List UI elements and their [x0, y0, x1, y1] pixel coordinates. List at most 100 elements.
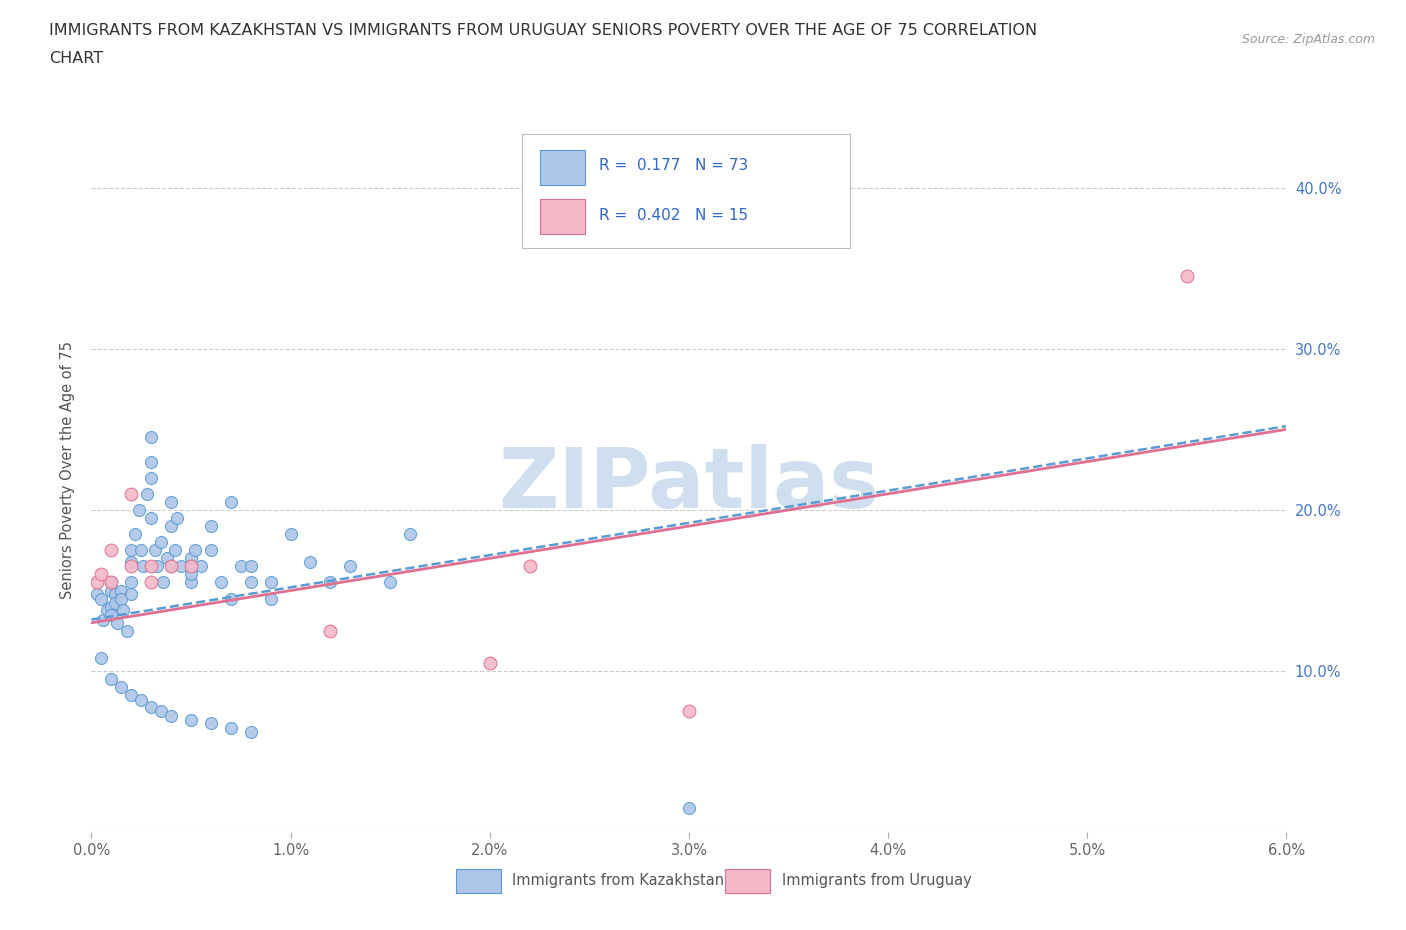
Point [239, 559, 262, 574]
Point [120, 575, 142, 590]
Point [120, 586, 142, 601]
Text: ZIPatlas: ZIPatlas [499, 444, 879, 525]
Point [160, 709, 183, 724]
Point [229, 559, 252, 574]
Point [319, 623, 342, 638]
Point [141, 511, 162, 525]
Point [141, 575, 162, 590]
Point [104, 596, 127, 611]
Point [156, 551, 179, 565]
Text: Immigrants from Kazakhstan: Immigrants from Kazakhstan [512, 873, 724, 888]
Point [110, 583, 132, 598]
Point [160, 519, 183, 534]
Point [105, 616, 128, 631]
Point [200, 543, 222, 558]
Point [86, 575, 108, 590]
Point [96, 603, 118, 618]
Point [141, 430, 162, 445]
Point [239, 575, 262, 590]
Point [219, 495, 242, 510]
Point [259, 575, 281, 590]
Point [678, 801, 700, 816]
Point [339, 559, 361, 574]
Point [1175, 269, 1198, 284]
Point [136, 486, 159, 501]
Point [100, 671, 122, 686]
Point [120, 554, 142, 569]
Point [678, 704, 700, 719]
Point [90, 651, 112, 666]
Point [141, 471, 162, 485]
Point [112, 603, 135, 618]
Point [163, 543, 186, 558]
Text: R =  0.177   N = 73: R = 0.177 N = 73 [599, 158, 748, 173]
Point [378, 575, 402, 590]
Point [166, 511, 188, 525]
Point [104, 586, 127, 601]
Point [299, 554, 322, 569]
Point [141, 559, 162, 574]
FancyBboxPatch shape [522, 134, 851, 248]
Point [120, 688, 142, 703]
Point [180, 567, 202, 582]
Point [141, 454, 162, 469]
Point [110, 680, 132, 695]
Point [120, 486, 142, 501]
Point [100, 575, 122, 590]
Point [219, 591, 242, 606]
FancyBboxPatch shape [456, 870, 502, 893]
Point [150, 535, 173, 550]
Point [90, 567, 112, 582]
Y-axis label: Seniors Poverty Over the Age of 75: Seniors Poverty Over the Age of 75 [60, 340, 76, 599]
Point [110, 591, 132, 606]
Point [209, 575, 232, 590]
Point [184, 543, 207, 558]
Point [152, 575, 174, 590]
Point [146, 559, 169, 574]
Point [478, 656, 501, 671]
FancyBboxPatch shape [540, 199, 585, 234]
Point [100, 583, 122, 598]
Point [180, 559, 202, 574]
Point [180, 575, 202, 590]
FancyBboxPatch shape [540, 150, 585, 184]
Point [239, 725, 262, 740]
Point [129, 543, 152, 558]
Point [259, 591, 281, 606]
Point [180, 712, 202, 727]
Text: IMMIGRANTS FROM KAZAKHSTAN VS IMMIGRANTS FROM URUGUAY SENIORS POVERTY OVER THE A: IMMIGRANTS FROM KAZAKHSTAN VS IMMIGRANTS… [49, 23, 1038, 38]
Point [160, 559, 183, 574]
Text: CHART: CHART [49, 51, 103, 66]
Point [100, 607, 122, 622]
Point [90, 591, 112, 606]
Text: Source: ZipAtlas.com: Source: ZipAtlas.com [1241, 33, 1375, 46]
FancyBboxPatch shape [725, 870, 770, 893]
Point [100, 575, 122, 590]
Point [219, 720, 242, 735]
Point [160, 559, 183, 574]
Point [519, 559, 541, 574]
Point [115, 623, 138, 638]
Text: Immigrants from Uruguay: Immigrants from Uruguay [782, 873, 972, 888]
Point [93, 612, 114, 627]
Point [100, 599, 122, 614]
Point [190, 559, 212, 574]
Point [319, 575, 342, 590]
Point [120, 559, 142, 574]
Point [160, 495, 183, 510]
Point [100, 543, 122, 558]
Text: R =  0.402   N = 15: R = 0.402 N = 15 [599, 207, 748, 222]
Point [128, 502, 150, 517]
Point [124, 526, 146, 541]
Point [86, 586, 108, 601]
Point [170, 559, 193, 574]
Point [280, 526, 302, 541]
Point [200, 715, 222, 730]
Point [129, 693, 152, 708]
Point [143, 543, 166, 558]
Point [120, 543, 142, 558]
Point [141, 699, 162, 714]
Point [150, 704, 173, 719]
Point [200, 519, 222, 534]
Point [132, 559, 155, 574]
